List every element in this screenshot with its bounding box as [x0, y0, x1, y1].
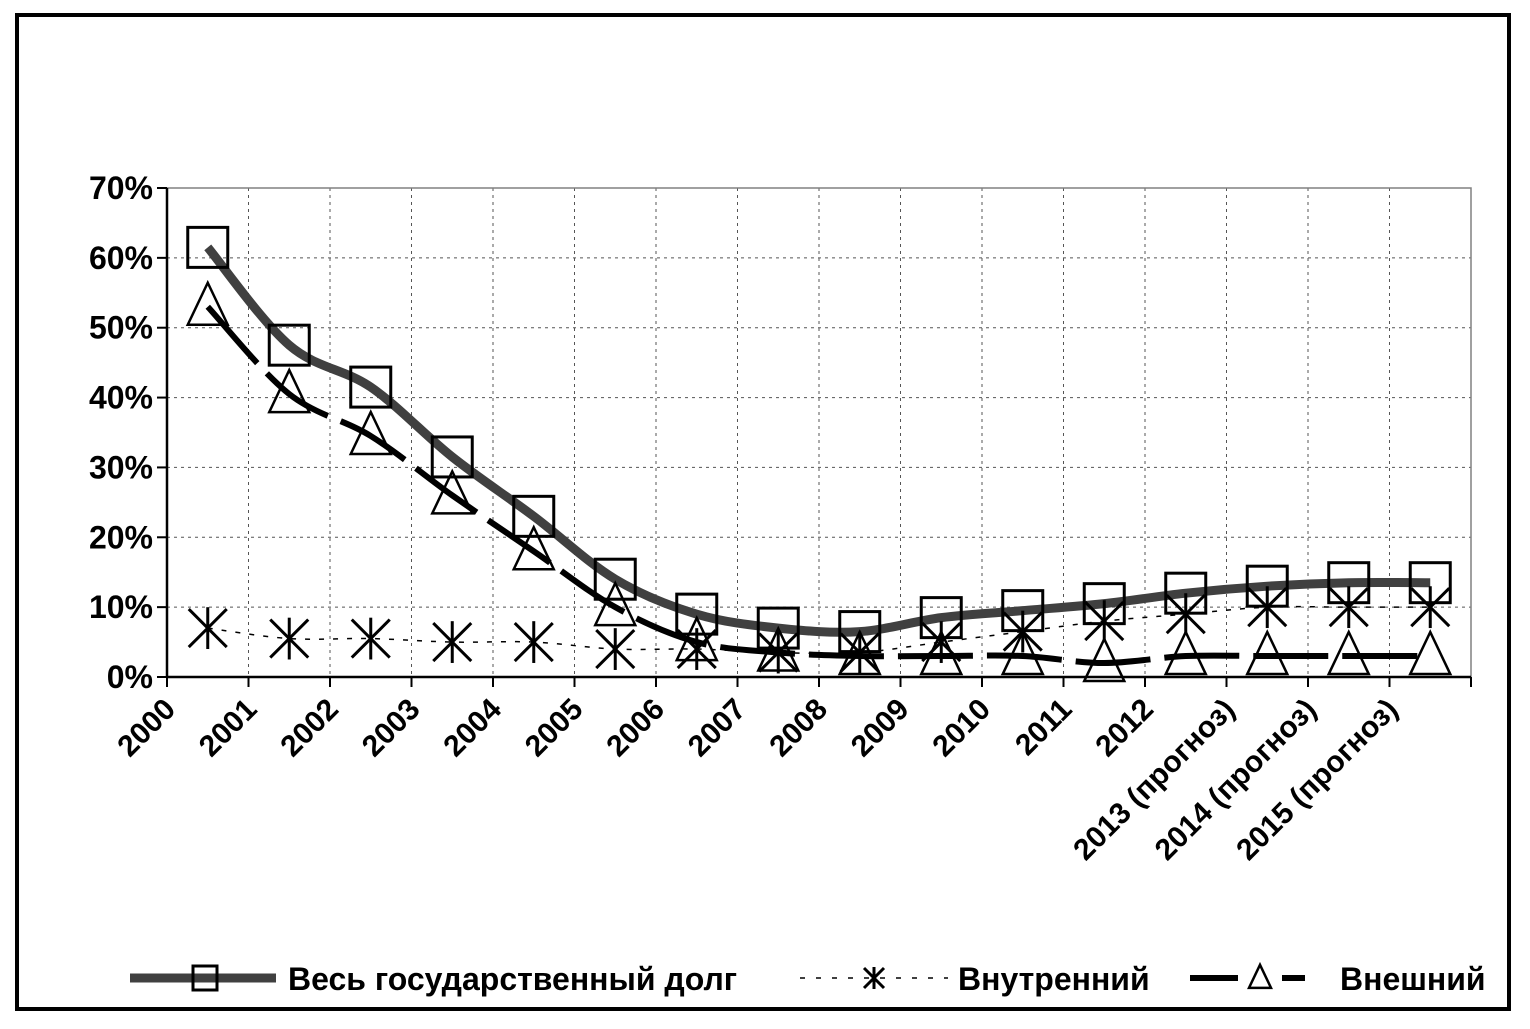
data-point-asterisk: [839, 631, 880, 674]
y-tick-label: 70%: [89, 170, 153, 206]
data-point-triangle: [593, 580, 638, 627]
data-point-triangle: [1245, 629, 1290, 676]
series-line-2: [207, 605, 1431, 655]
legend-item-2: Внутренний: [800, 961, 1150, 997]
data-point-triangle: [674, 615, 719, 662]
legend-label: Внутренний: [958, 961, 1150, 997]
data-point-square: [186, 225, 230, 269]
data-point-square: [267, 323, 311, 367]
legend-label: Весь государственный долг: [288, 961, 737, 997]
x-tick-label: 2003: [356, 693, 427, 764]
y-tick-label: 20%: [89, 519, 153, 555]
legend-marker-triangle: [1247, 961, 1273, 990]
legend-label: Внешний: [1340, 961, 1486, 997]
x-tick-label: 2010: [926, 693, 997, 764]
data-point-asterisk: [1328, 586, 1369, 629]
data-point-square: [512, 494, 556, 538]
legend-item-3: Внешний: [1190, 961, 1486, 997]
data-point-triangle: [1408, 629, 1453, 676]
data-point-asterisk: [1165, 593, 1206, 636]
legend: Весь государственный долг Внутренний Внешн…: [130, 961, 1486, 997]
legend-item-1: Весь государственный долг: [130, 961, 737, 997]
data-point-triangle: [1326, 629, 1371, 676]
x-tick-label: 2006: [600, 693, 671, 764]
data-point-square: [430, 435, 474, 479]
data-point-asterisk: [1410, 586, 1451, 629]
chart-frame: [15, 13, 1511, 1011]
x-tick-label: 2005: [519, 693, 590, 764]
data-point-asterisk: [1084, 600, 1125, 643]
x-tick-label: 2007: [682, 693, 753, 764]
y-tick-label: 50%: [89, 310, 153, 346]
data-point-square: [349, 365, 393, 409]
data-point-square: [593, 557, 637, 601]
data-point-triangle: [348, 409, 393, 456]
y-tick-label: 40%: [89, 380, 153, 416]
x-tick-label: 2008: [763, 693, 834, 764]
data-point-triangle: [267, 367, 312, 414]
x-tick-label: 2000: [111, 693, 182, 764]
data-point-asterisk: [676, 628, 717, 670]
series-line-3: [205, 304, 1431, 667]
data-point-asterisk: [513, 621, 554, 663]
x-tick-label: 2009: [845, 693, 916, 764]
x-tick-label: 2002: [274, 693, 345, 764]
data-point-triangle: [1163, 629, 1208, 676]
x-axis-tick-labels: 2000 2001 2002 2003 2004 2005 2006 2007 2008 2009…: [111, 692, 1404, 866]
data-point-asterisk: [432, 621, 473, 663]
data-point-asterisk: [595, 628, 636, 670]
y-tick-label: 60%: [89, 240, 153, 276]
data-point-triangle: [430, 468, 475, 515]
data-point-triangle: [756, 625, 801, 672]
data-point-triangle: [1000, 629, 1045, 676]
x-tick-label: 2001: [193, 693, 264, 764]
x-tick-label: 2004: [437, 692, 508, 763]
data-point-asterisk: [921, 621, 962, 663]
data-point-asterisk: [350, 617, 391, 660]
axes: [157, 187, 1472, 687]
data-point-triangle: [919, 629, 964, 676]
data-point-triangle: [185, 279, 230, 327]
data-point-asterisk: [758, 631, 799, 674]
x-tick-label: 2011: [1009, 693, 1078, 762]
data-point-asterisk: [269, 617, 310, 660]
y-axis-tick-labels: 0% 10% 20% 30% 40% 50% 60% 70%: [89, 170, 153, 695]
legend-marker-asterisk: [862, 966, 886, 990]
y-tick-label: 10%: [89, 589, 153, 625]
y-tick-label: 30%: [89, 449, 153, 485]
data-point-asterisk: [1247, 586, 1288, 629]
legend-marker-square: [191, 964, 219, 992]
y-tick-label: 0%: [107, 659, 153, 695]
x-tick-label: 2012: [1089, 693, 1160, 764]
series-markers: [185, 225, 1453, 683]
data-point-asterisk: [187, 607, 228, 649]
data-point-triangle: [837, 629, 882, 676]
data-point-triangle: [1082, 636, 1127, 683]
data-point-triangle: [511, 524, 556, 571]
